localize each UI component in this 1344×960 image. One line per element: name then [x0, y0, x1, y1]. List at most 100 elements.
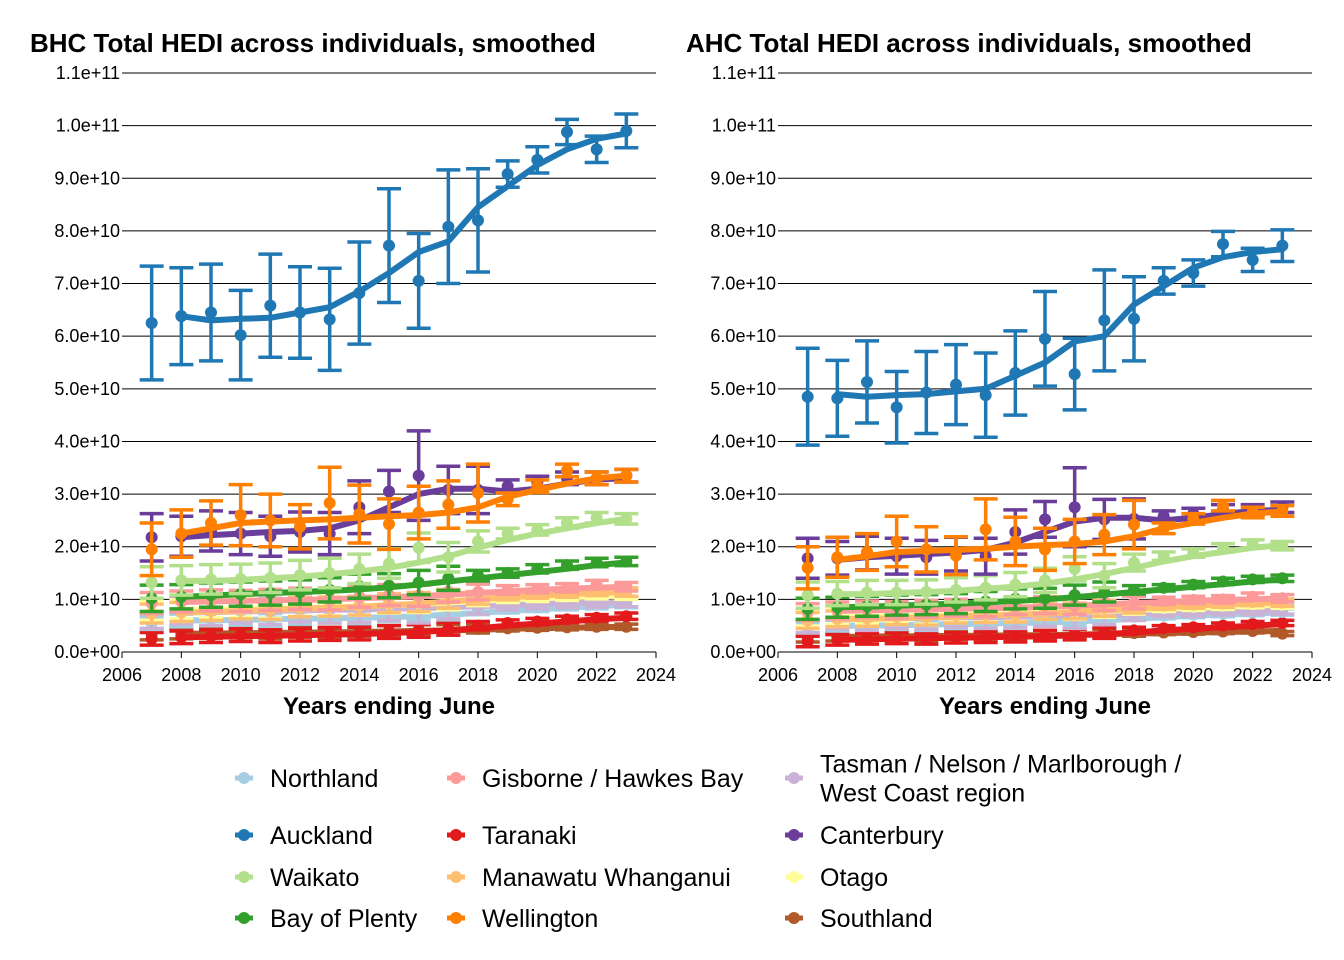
- data-point: [383, 557, 395, 570]
- legend-label: Manawatu Whanganui: [482, 864, 731, 892]
- data-point: [561, 125, 573, 138]
- data-point: [234, 509, 247, 522]
- data-point: [412, 506, 425, 519]
- y-tick-label: 8.0e+10: [710, 221, 776, 241]
- data-point: [1039, 513, 1051, 526]
- data-point: [590, 578, 603, 591]
- data-point: [501, 617, 514, 630]
- data-point: [1068, 628, 1081, 641]
- data-point: [831, 633, 844, 646]
- y-tick-label: 1.1e+11: [712, 63, 776, 83]
- data-point: [979, 389, 992, 402]
- data-point: [383, 485, 395, 498]
- data-point: [1276, 572, 1289, 585]
- data-point: [620, 610, 633, 623]
- data-point: [531, 523, 544, 536]
- data-point: [561, 517, 573, 530]
- data-point: [950, 631, 962, 644]
- data-point: [861, 632, 873, 645]
- data-point: [1039, 629, 1051, 642]
- smoothed-line: [178, 515, 630, 584]
- data-point: [979, 581, 992, 594]
- smoothed-line: [834, 621, 1286, 643]
- legend-key-point: [450, 772, 462, 784]
- data-point: [472, 214, 484, 227]
- x-tick-label: 2020: [1173, 665, 1213, 685]
- smoothed-line: [178, 559, 630, 600]
- y-tick-label: 5.0e+10: [710, 379, 776, 399]
- data-point: [501, 567, 514, 580]
- data-point: [294, 306, 306, 319]
- data-point: [620, 580, 633, 593]
- x-tick-label: 2018: [1114, 665, 1154, 685]
- chart-title: BHC Total HEDI across individuals, smoot…: [30, 28, 596, 58]
- series-waikato: [795, 538, 1295, 611]
- data-point: [890, 401, 903, 414]
- legend-label: Otago: [820, 864, 888, 892]
- y-tick-label: 0.0e+00: [54, 642, 120, 662]
- smoothed-line: [834, 595, 1286, 614]
- data-point: [1157, 622, 1170, 635]
- series-taranaki: [139, 610, 639, 647]
- y-tick-label: 9.0e+10: [710, 168, 776, 188]
- data-point: [1276, 539, 1289, 552]
- x-tick-label: 2008: [161, 665, 201, 685]
- data-point: [1068, 368, 1081, 381]
- x-tick-label: 2012: [280, 665, 320, 685]
- data-point: [1128, 596, 1140, 609]
- data-point: [1039, 332, 1051, 345]
- data-point: [205, 630, 217, 643]
- data-point: [1246, 573, 1259, 586]
- data-point: [1128, 556, 1140, 569]
- data-point: [920, 386, 933, 399]
- data-point: [1217, 541, 1229, 554]
- legend-item-tasman-nelson-marlborough-west-coast-region: Tasman / Nelson / Marlborough / West Coas…: [785, 751, 1181, 808]
- y-tick-label: 4.0e+10: [710, 431, 776, 451]
- legend-item-waikato: Waikato: [235, 864, 359, 892]
- y-tick-label: 1.0e+11: [712, 116, 776, 136]
- series-taranaki: [795, 617, 1295, 649]
- legend-key-point: [788, 772, 800, 784]
- data-point: [1098, 627, 1111, 640]
- data-point: [1217, 619, 1229, 632]
- smoothed-line: [178, 614, 630, 641]
- y-tick-label: 1.0e+10: [54, 589, 120, 609]
- legend-item-bay-of-plenty: Bay of Plenty: [235, 905, 418, 933]
- data-point: [1217, 499, 1229, 512]
- data-point: [801, 390, 814, 403]
- series-waikato: [139, 510, 639, 601]
- data-point: [501, 480, 514, 493]
- series-auckland: [795, 228, 1295, 447]
- legend-item-gisborne-hawkes-bay: Gisborne / Hawkes Bay: [447, 765, 744, 793]
- data-point: [590, 611, 603, 624]
- legend-item-wellington: Wellington: [447, 905, 598, 933]
- data-point: [264, 571, 277, 584]
- data-point: [890, 632, 903, 645]
- legend-label: Canterbury: [820, 822, 944, 850]
- y-tick-label: 6.0e+10: [710, 326, 776, 346]
- y-tick-label: 0.0e+00: [710, 642, 776, 662]
- y-tick-label: 7.0e+10: [710, 274, 776, 294]
- data-point: [1009, 578, 1022, 591]
- data-point: [1128, 624, 1140, 637]
- x-tick-label: 2024: [1292, 665, 1332, 685]
- x-tick-label: 2010: [221, 665, 261, 685]
- data-point: [590, 556, 603, 569]
- data-point: [323, 497, 336, 510]
- data-point: [620, 469, 633, 482]
- data-point: [1276, 592, 1289, 605]
- data-point: [861, 586, 873, 599]
- data-point: [1009, 630, 1022, 643]
- x-tick-label: 2014: [995, 665, 1035, 685]
- x-tick-label: 2006: [758, 665, 798, 685]
- y-tick-label: 5.0e+10: [54, 379, 120, 399]
- y-tick-label: 7.0e+10: [54, 274, 120, 294]
- data-point: [442, 498, 455, 511]
- data-point: [442, 572, 455, 585]
- data-point: [353, 562, 366, 575]
- data-point: [1157, 510, 1170, 523]
- data-point: [620, 512, 633, 525]
- y-tick-label: 9.0e+10: [54, 168, 120, 188]
- x-tick-label: 2018: [458, 665, 498, 685]
